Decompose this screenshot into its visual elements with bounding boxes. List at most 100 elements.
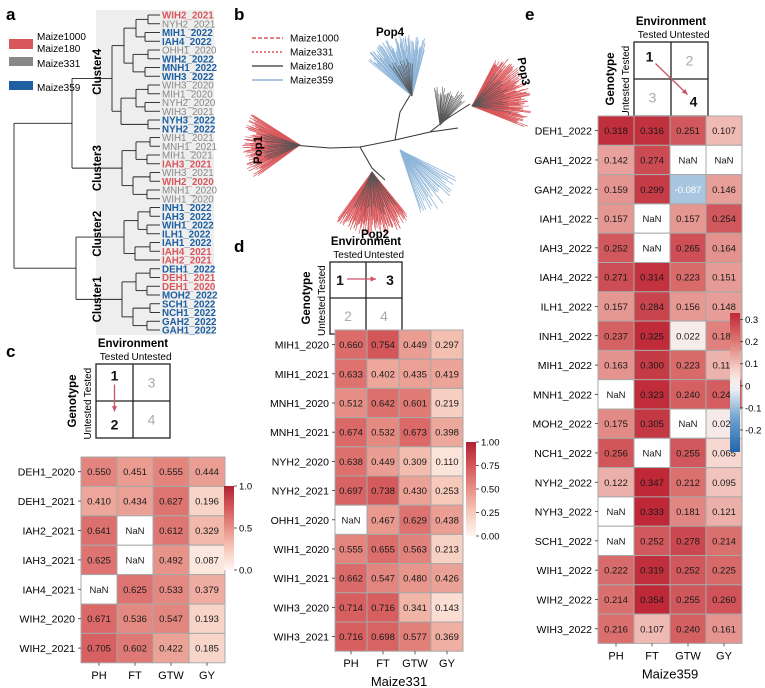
pop2-branch (371, 171, 373, 216)
heatmap-cell-value: 0.251 (676, 126, 700, 137)
heatmap-cell-value: 0.107 (640, 624, 664, 635)
pop3-branch (471, 80, 500, 107)
heatmap-maize331: 0.660 0.754 0.449 0.297 MIH1_2020 0.633 0.402 0… (270, 329, 500, 688)
heatmap-cell-value: 0.142 (604, 155, 628, 166)
pop4-branch (399, 65, 413, 97)
heatmap-cell-value: -0.087 (675, 185, 702, 196)
pop1-branch (262, 134, 301, 146)
pop3-branch (471, 73, 496, 107)
dendrogram-leaf: WIH1_2020 (162, 194, 214, 205)
heatmap-cell (633, 467, 671, 498)
heatmap-cell-value: 0.642 (371, 399, 395, 410)
heatmap-cell-value: 0.161 (712, 624, 736, 635)
heatmap-column-label: FT (645, 650, 659, 662)
heatmap-cell (188, 485, 226, 517)
heatmap-cell-value: 0.193 (195, 614, 219, 625)
dendrogram-leaf: IAH2_2021 (162, 256, 212, 267)
heatmap-cell (597, 291, 635, 322)
schematic-untested-col: Untested (364, 250, 404, 261)
colorbar-tick-label: 0.75 (481, 461, 500, 472)
heatmap-column-label: GTW (675, 650, 701, 662)
heatmap-cell-value: 0.185 (195, 644, 219, 655)
pop3-branch (471, 90, 502, 107)
cluster-label: Cluster4 (92, 48, 104, 95)
schematic-cell-number: 3 (649, 90, 657, 106)
heatmap-column-label: GY (439, 658, 456, 670)
heatmap-cell-value: 0.532 (371, 428, 395, 439)
heatmap-cell-value: 0.213 (435, 545, 459, 556)
heatmap-cell-value: 0.300 (640, 361, 664, 372)
colorbar (730, 313, 740, 452)
heatmap-cell-value: 0.151 (712, 273, 736, 284)
heatmap-cell (116, 574, 154, 605)
heatmap-cell (669, 115, 707, 146)
cluster-label: Cluster1 (92, 276, 104, 323)
heatmap-cell-value: 0.641 (87, 526, 111, 537)
dendrogram-leaf: GAH1_2022 (162, 326, 217, 337)
heatmap-cell-value: 0.698 (371, 632, 395, 643)
pop3-branch (471, 82, 495, 107)
heatmap-cell-value: 0.422 (159, 644, 183, 655)
heatmap-cell-value: 0.163 (604, 361, 628, 372)
heatmap-cell-value: 0.555 (339, 545, 363, 556)
schematic-genotype-label: Genotype (301, 271, 313, 324)
legend-label: Maize1000 (290, 34, 339, 45)
dendrogram-leaf: WIH2_2022 (162, 54, 214, 65)
heatmap-cell-value: 0.219 (435, 399, 459, 410)
heatmap-cell (633, 144, 671, 176)
pop4-branch (391, 62, 413, 97)
heatmap-row-label: WIH3_2022 (537, 624, 593, 636)
heatmap-cell-value: 0.240 (676, 624, 700, 635)
schematic-cell-number: 2 (344, 308, 352, 324)
heatmap-cell-value: 0.297 (435, 340, 459, 351)
pop3-branch (471, 105, 525, 127)
heatmap-cell (705, 467, 743, 498)
heatmap-column-label: FT (376, 658, 390, 670)
schematic-tested-row: Tested (83, 368, 94, 397)
schematic-untested-row: Untested (83, 399, 94, 439)
pop3-branch (471, 93, 505, 107)
heatmap-cell (705, 203, 743, 234)
heatmap-row-label: OHH1_2020 (271, 515, 330, 527)
colorbar-tick-label: 0.25 (481, 508, 500, 519)
heatmap-cell (430, 621, 464, 652)
pop1-branch (253, 114, 301, 146)
legend-label: Maize180 (37, 44, 81, 55)
dendrogram-leaf: NYH3_2022 (162, 116, 216, 127)
heatmap-cell (366, 475, 400, 506)
schematic-cell-number: 4 (380, 308, 388, 324)
heatmap-cell-value: 0.547 (159, 614, 183, 625)
heatmap-row-label: MNH1_2022 (533, 389, 592, 401)
colorbar-tick-label: -0.1 (745, 403, 761, 414)
heatmap-row-label: NCH1_2022 (534, 448, 592, 460)
heatmap-cell-value: 0.347 (640, 478, 664, 489)
heatmap-cell-value: 0.319 (640, 566, 664, 577)
heatmap-cell (705, 584, 743, 615)
pop1-branch (260, 144, 301, 152)
heatmap-cell-value: 0.252 (640, 536, 664, 547)
dendrogram-leaf: DEH1_2022 (162, 264, 216, 275)
tree-backbone (359, 91, 471, 181)
heatmap-cell-value: NaN (89, 585, 108, 596)
colorbar-tick-label: 0.3 (745, 315, 758, 326)
heatmap-cell-value: 0.222 (604, 566, 628, 577)
dendrogram-leaf: WIH3_2022 (162, 72, 214, 83)
heatmap-cell-value: 0.305 (640, 419, 664, 430)
heatmap-cell-value: 0.625 (87, 555, 111, 566)
schematic-untested-row: Untested (621, 77, 632, 117)
legend-label: Maize180 (290, 62, 334, 73)
heatmap-cell (430, 446, 464, 477)
pop3-branch (471, 95, 505, 107)
heatmap-column-label: GY (716, 650, 733, 662)
heatmap-cell-value: 0.314 (640, 273, 664, 284)
colorbar (224, 486, 234, 570)
heatmap-cell-value: 0.253 (435, 486, 459, 497)
heatmap-cell-value: 0.369 (435, 632, 459, 643)
heatmap-cell-value: NaN (642, 214, 661, 225)
heatmap-cell-value: 0.196 (195, 497, 219, 508)
pop2-branch (356, 171, 373, 209)
dendrogram-leaf: NYH2_2022 (162, 124, 216, 135)
pop4-branch (388, 64, 413, 97)
heatmap-cell-value: 0.379 (195, 585, 219, 596)
